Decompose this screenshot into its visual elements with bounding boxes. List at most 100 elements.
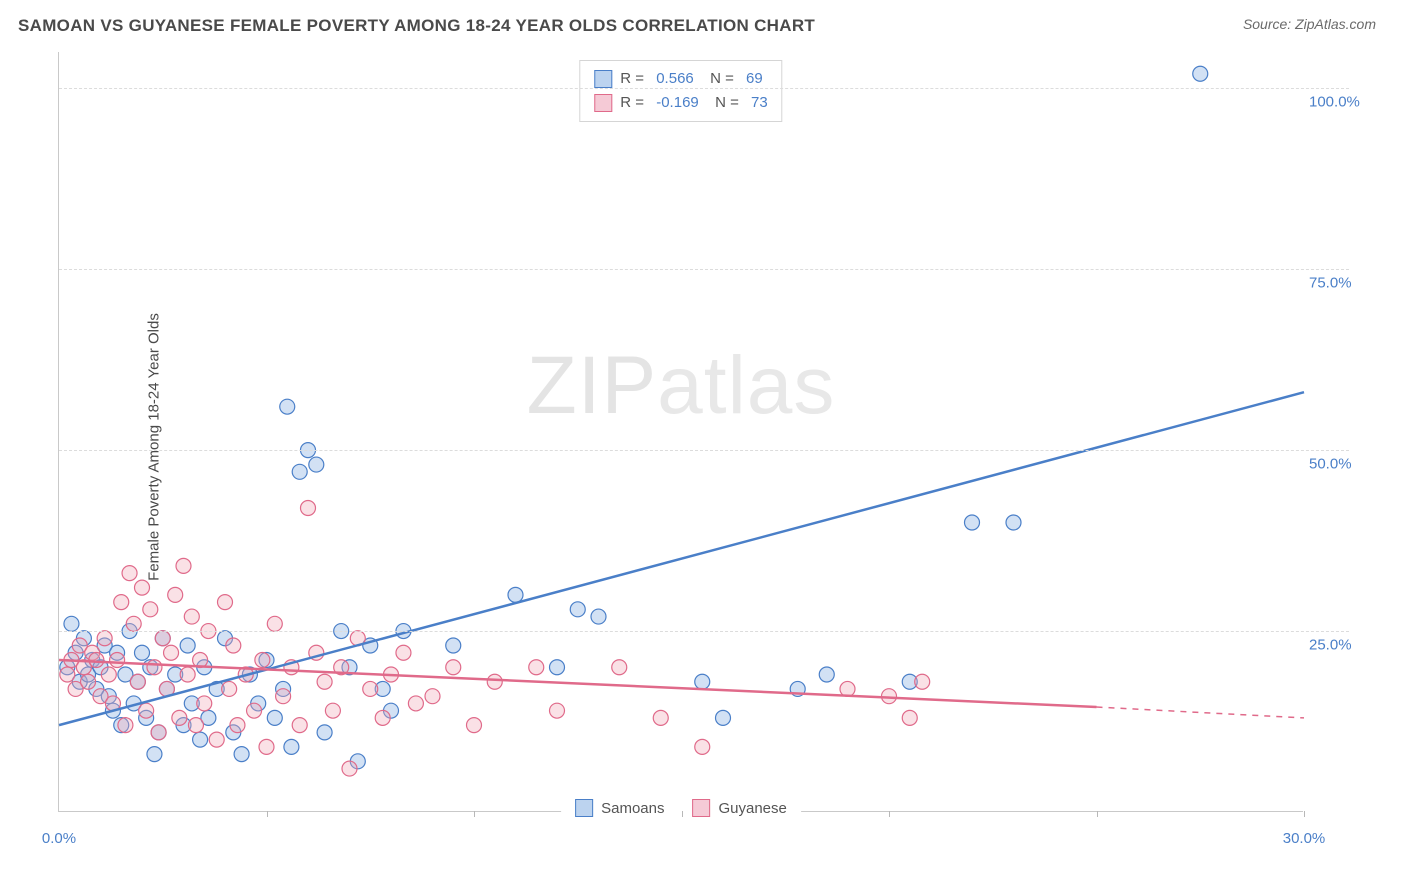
x-tick bbox=[267, 811, 268, 817]
correlation-legend-row: R = -0.169 N = 73 bbox=[594, 91, 767, 115]
data-point bbox=[176, 558, 191, 573]
data-point bbox=[259, 739, 274, 754]
data-point bbox=[325, 703, 340, 718]
data-point bbox=[446, 660, 461, 675]
data-point bbox=[226, 638, 241, 653]
data-point bbox=[396, 645, 411, 660]
legend-r-label: R = bbox=[620, 91, 648, 115]
x-tick-label: 0.0% bbox=[42, 830, 76, 847]
chart-header: SAMOAN VS GUYANESE FEMALE POVERTY AMONG … bbox=[0, 0, 1406, 44]
legend-n-value: 73 bbox=[751, 91, 768, 115]
y-tick-label: 100.0% bbox=[1309, 94, 1360, 111]
data-point bbox=[467, 718, 482, 733]
data-point bbox=[408, 696, 423, 711]
source-value: ZipAtlas.com bbox=[1295, 16, 1376, 32]
data-point bbox=[64, 616, 79, 631]
data-point bbox=[284, 739, 299, 754]
series-legend-label: Guyanese bbox=[718, 800, 786, 817]
data-point bbox=[267, 616, 282, 631]
source-label: Source: bbox=[1243, 16, 1291, 32]
data-point bbox=[612, 660, 627, 675]
data-point bbox=[168, 587, 183, 602]
x-tick bbox=[889, 811, 890, 817]
data-point bbox=[97, 631, 112, 646]
y-tick-label: 50.0% bbox=[1309, 456, 1352, 473]
data-point bbox=[425, 689, 440, 704]
data-point bbox=[301, 501, 316, 516]
data-point bbox=[255, 653, 270, 668]
data-point bbox=[143, 602, 158, 617]
data-point bbox=[292, 464, 307, 479]
data-point bbox=[317, 725, 332, 740]
x-tick bbox=[682, 811, 683, 817]
data-point bbox=[342, 761, 357, 776]
chart-source: Source: ZipAtlas.com bbox=[1243, 16, 1376, 32]
data-point bbox=[184, 609, 199, 624]
data-point bbox=[114, 595, 129, 610]
data-point bbox=[819, 667, 834, 682]
data-point bbox=[209, 732, 224, 747]
data-point bbox=[180, 667, 195, 682]
legend-swatch bbox=[594, 70, 612, 88]
data-point bbox=[309, 457, 324, 472]
legend-r-value: -0.169 bbox=[656, 91, 699, 115]
plot-area: ZIPatlas R = 0.566 N = 69R = -0.169 N = … bbox=[58, 52, 1303, 812]
series-legend-label: Samoans bbox=[601, 800, 664, 817]
data-point bbox=[1193, 66, 1208, 81]
data-point bbox=[135, 645, 150, 660]
series-legend-item: Samoans bbox=[575, 799, 664, 817]
regression-line bbox=[59, 392, 1304, 725]
data-point bbox=[915, 674, 930, 689]
series-legend-item: Guyanese bbox=[692, 799, 786, 817]
legend-n-label: N = bbox=[707, 91, 743, 115]
legend-swatch bbox=[575, 799, 593, 817]
data-point bbox=[126, 616, 141, 631]
data-point bbox=[172, 710, 187, 725]
data-point bbox=[139, 703, 154, 718]
data-point bbox=[550, 660, 565, 675]
data-point bbox=[363, 681, 378, 696]
data-point bbox=[508, 587, 523, 602]
data-point bbox=[550, 703, 565, 718]
data-point bbox=[292, 718, 307, 733]
data-point bbox=[716, 710, 731, 725]
data-point bbox=[180, 638, 195, 653]
data-point bbox=[151, 725, 166, 740]
gridline bbox=[59, 631, 1349, 632]
regression-line-dashed bbox=[1097, 707, 1305, 718]
data-point bbox=[247, 703, 262, 718]
data-point bbox=[122, 566, 137, 581]
data-point bbox=[218, 595, 233, 610]
correlation-legend: R = 0.566 N = 69R = -0.169 N = 73 bbox=[579, 60, 782, 122]
data-point bbox=[89, 653, 104, 668]
data-point bbox=[188, 718, 203, 733]
data-point bbox=[902, 710, 917, 725]
data-point bbox=[230, 718, 245, 733]
data-point bbox=[317, 674, 332, 689]
data-point bbox=[591, 609, 606, 624]
data-point bbox=[695, 674, 710, 689]
x-tick bbox=[474, 811, 475, 817]
x-tick-label: 30.0% bbox=[1283, 830, 1326, 847]
data-point bbox=[529, 660, 544, 675]
data-point bbox=[147, 747, 162, 762]
legend-swatch bbox=[594, 94, 612, 112]
data-point bbox=[234, 747, 249, 762]
x-tick bbox=[1304, 811, 1305, 817]
gridline bbox=[59, 269, 1349, 270]
data-point bbox=[1006, 515, 1021, 530]
data-point bbox=[130, 674, 145, 689]
chart-title: SAMOAN VS GUYANESE FEMALE POVERTY AMONG … bbox=[18, 16, 815, 36]
data-point bbox=[653, 710, 668, 725]
gridline bbox=[59, 450, 1349, 451]
y-tick-label: 75.0% bbox=[1309, 275, 1352, 292]
data-point bbox=[155, 631, 170, 646]
data-point bbox=[81, 674, 96, 689]
data-point bbox=[197, 696, 212, 711]
data-point bbox=[135, 580, 150, 595]
data-point bbox=[60, 667, 75, 682]
data-point bbox=[695, 739, 710, 754]
legend-swatch bbox=[692, 799, 710, 817]
data-point bbox=[276, 689, 291, 704]
data-point bbox=[267, 710, 282, 725]
